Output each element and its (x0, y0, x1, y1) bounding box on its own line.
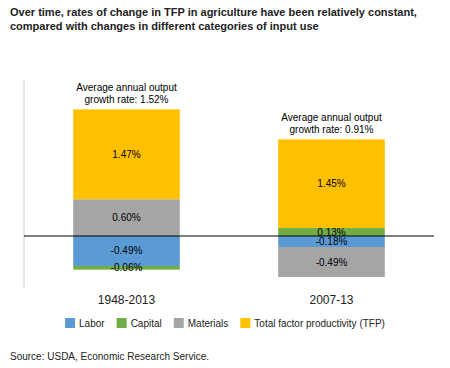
legend-swatch (174, 318, 184, 328)
data-label: 0.60% (112, 212, 140, 223)
x-tick-label: 2007-13 (309, 293, 353, 307)
legend-swatch (65, 318, 75, 328)
bar-segment (278, 139, 385, 228)
legend-label: Materials (188, 318, 229, 329)
data-label: -0.49% (111, 245, 143, 256)
source: Source: USDA, Economic Research Service. (10, 351, 209, 362)
annotation-line: growth rate: 1.52% (85, 94, 169, 105)
background (0, 0, 450, 368)
data-label: -0.18% (316, 236, 348, 247)
data-label: 1.45% (317, 178, 345, 189)
value-range-line (24, 80, 25, 288)
legend-item: Capital (117, 318, 162, 329)
annotation: Average annual outputgrowth rate: 1.52% (76, 82, 177, 105)
annotation-line: Average annual output (281, 112, 382, 123)
legend-label: Capital (131, 318, 162, 329)
bar-segment (73, 109, 180, 199)
bar-segment (278, 236, 385, 247)
annotation: Average annual outputgrowth rate: 0.91% (281, 112, 382, 135)
legend-item: Labor (65, 318, 105, 329)
annotation-line: growth rate: 0.91% (290, 124, 374, 135)
x-tick-label: 1948-2013 (98, 293, 156, 307)
data-labels: -0.49%-0.18%-0.06%0.13%0.60%-0.49%1.47%1… (111, 149, 348, 273)
legend: Labor Capital Materials Total factor produc… (65, 318, 385, 329)
legend-item: Total factor productivity (TFP) (240, 318, 385, 329)
bars (73, 109, 385, 277)
data-label: -0.06% (111, 262, 143, 273)
bar-segment (278, 247, 385, 277)
title-line: compared with changes in different categ… (10, 20, 319, 32)
legend-swatch (240, 318, 250, 328)
legend-label: Labor (79, 318, 105, 329)
zero-line (24, 236, 434, 237)
legend-label: Total factor productivity (TFP) (254, 318, 385, 329)
legend-swatch (117, 318, 127, 328)
bar-segment (73, 199, 180, 236)
annotation-line: Average annual output (76, 82, 177, 93)
data-label: 1.47% (112, 149, 140, 160)
data-label: -0.49% (316, 257, 348, 268)
title: Over time, rates of change in TFP in agr… (10, 6, 417, 32)
legend-item: Materials (174, 318, 229, 329)
title-line: Over time, rates of change in TFP in agr… (10, 6, 417, 18)
